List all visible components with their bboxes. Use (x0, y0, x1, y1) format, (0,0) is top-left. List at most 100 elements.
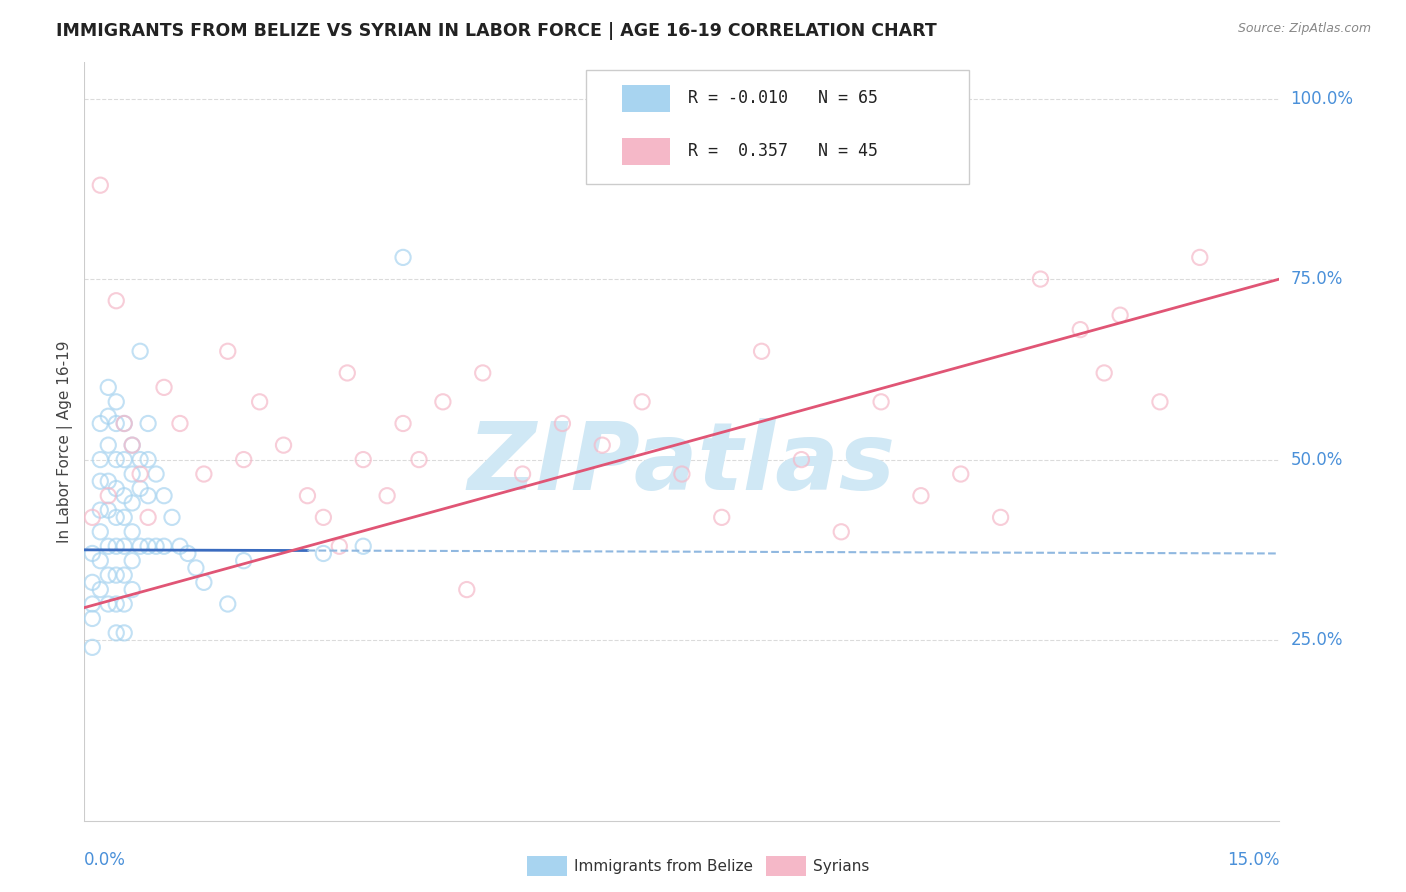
Text: IMMIGRANTS FROM BELIZE VS SYRIAN IN LABOR FORCE | AGE 16-19 CORRELATION CHART: IMMIGRANTS FROM BELIZE VS SYRIAN IN LABO… (56, 22, 936, 40)
Point (82, 640, 104, 655)
Point (112, 626, 135, 640)
Point (217, 344, 239, 359)
Point (89, 524, 111, 539)
Point (1109, 308, 1132, 322)
Point (129, 467, 152, 481)
Point (153, 489, 176, 503)
Point (82, 510, 104, 524)
Point (671, 467, 693, 481)
Point (82, 597, 104, 611)
Point (89, 503, 111, 517)
Point (432, 394, 454, 409)
Point (193, 467, 215, 481)
Point (112, 539, 135, 553)
Text: ZIPatlas: ZIPatlas (468, 418, 896, 510)
Point (112, 568, 135, 582)
Point (105, 597, 128, 611)
Point (169, 417, 191, 431)
Text: 100.0%: 100.0% (1291, 89, 1354, 108)
Text: R =  0.357   N = 45: R = 0.357 N = 45 (688, 142, 877, 161)
Point (97, 475, 120, 489)
Point (392, 251, 415, 265)
Point (631, 394, 654, 409)
Point (1092, 366, 1115, 380)
Point (1149, 394, 1171, 409)
Text: Immigrants from Belize: Immigrants from Belize (574, 859, 752, 873)
Point (145, 539, 167, 553)
Point (177, 546, 200, 560)
Point (751, 344, 773, 359)
Point (591, 438, 613, 452)
Point (105, 626, 128, 640)
Text: 75.0%: 75.0% (1291, 270, 1343, 288)
Point (328, 539, 350, 553)
Point (136, 510, 159, 524)
Point (97, 539, 120, 553)
Point (97, 409, 120, 424)
Point (97, 489, 120, 503)
Point (910, 489, 932, 503)
Point (89, 417, 111, 431)
Point (312, 546, 335, 560)
Point (153, 380, 176, 394)
Point (1069, 323, 1091, 337)
Point (89, 554, 111, 568)
Point (105, 568, 128, 582)
Point (249, 394, 271, 409)
Point (121, 467, 143, 481)
Point (990, 510, 1012, 524)
Point (105, 394, 128, 409)
Y-axis label: In Labor Force | Age 16-19: In Labor Force | Age 16-19 (58, 340, 73, 543)
Point (97, 568, 120, 582)
Point (232, 554, 254, 568)
Point (121, 582, 143, 597)
Point (392, 417, 415, 431)
Point (97, 503, 120, 517)
Point (129, 482, 152, 496)
FancyBboxPatch shape (623, 85, 671, 112)
Point (105, 539, 128, 553)
Point (830, 524, 852, 539)
Point (129, 539, 152, 553)
FancyBboxPatch shape (623, 138, 671, 165)
Text: 25.0%: 25.0% (1291, 632, 1343, 649)
FancyBboxPatch shape (586, 70, 969, 184)
Point (89, 582, 111, 597)
Point (105, 452, 128, 467)
Point (375, 489, 398, 503)
Point (105, 417, 128, 431)
Text: 50.0%: 50.0% (1291, 450, 1343, 468)
Point (82, 546, 104, 560)
Point (551, 417, 574, 431)
Text: R = -0.010   N = 65: R = -0.010 N = 65 (688, 89, 877, 107)
Point (512, 467, 534, 481)
Text: 15.0%: 15.0% (1227, 851, 1279, 869)
Point (136, 452, 159, 467)
Point (112, 417, 135, 431)
Point (89, 475, 111, 489)
Text: Syrians: Syrians (813, 859, 869, 873)
Point (121, 438, 143, 452)
Point (89, 452, 111, 467)
Point (193, 575, 215, 590)
Point (112, 489, 135, 503)
Point (121, 524, 143, 539)
Point (136, 417, 159, 431)
Point (136, 539, 159, 553)
Point (352, 452, 374, 467)
Point (1029, 272, 1052, 286)
Point (336, 366, 359, 380)
Text: 0.0%: 0.0% (84, 851, 127, 869)
Point (121, 496, 143, 510)
Point (790, 452, 813, 467)
Point (82, 611, 104, 625)
Point (184, 561, 207, 575)
Point (129, 452, 152, 467)
Point (112, 510, 135, 524)
Point (153, 539, 176, 553)
Point (949, 467, 972, 481)
Point (273, 438, 295, 452)
Point (105, 482, 128, 496)
Point (471, 366, 494, 380)
Point (312, 510, 335, 524)
